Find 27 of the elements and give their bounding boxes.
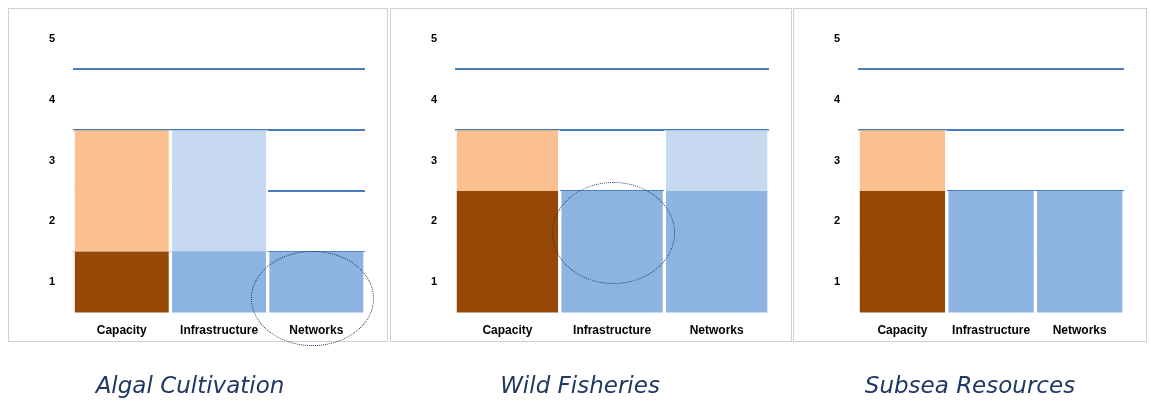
x-tick-label: Infrastructure xyxy=(180,323,259,338)
y-tick-label: 3 xyxy=(833,153,841,166)
x-tick-label: Networks xyxy=(289,323,344,338)
y-tick-label: 4 xyxy=(430,92,438,105)
text: Subsea Resources xyxy=(863,372,1077,398)
y-tick-label: 3 xyxy=(48,153,56,166)
x-tick-label: Capacity xyxy=(877,323,928,338)
x-tick-label: Infrastructure xyxy=(573,323,652,338)
text: Algal Cultivation xyxy=(93,372,286,398)
y-tick-label: 5 xyxy=(833,32,841,45)
x-tick-label: Networks xyxy=(1052,323,1108,338)
y-tick-label: 1 xyxy=(833,275,841,288)
y-tick-label: 1 xyxy=(430,275,438,288)
y-tick-label: 5 xyxy=(48,32,56,45)
text: Wild Fisheries xyxy=(499,372,661,398)
x-tick-label: Capacity xyxy=(96,323,148,338)
y-tick-label: 2 xyxy=(430,214,438,227)
y-tick-label: 4 xyxy=(833,92,841,105)
x-tick-label: Infrastructure xyxy=(952,323,1031,338)
y-tick-label: 2 xyxy=(833,214,841,227)
y-tick-label: 5 xyxy=(430,32,438,45)
x-tick-label: Capacity xyxy=(482,323,533,338)
x-tick-label: Networks xyxy=(689,323,745,338)
y-tick-label: 4 xyxy=(48,92,56,105)
y-tick-label: 2 xyxy=(48,214,56,227)
y-tick-label: 1 xyxy=(48,275,56,288)
y-tick-label: 3 xyxy=(430,153,438,166)
